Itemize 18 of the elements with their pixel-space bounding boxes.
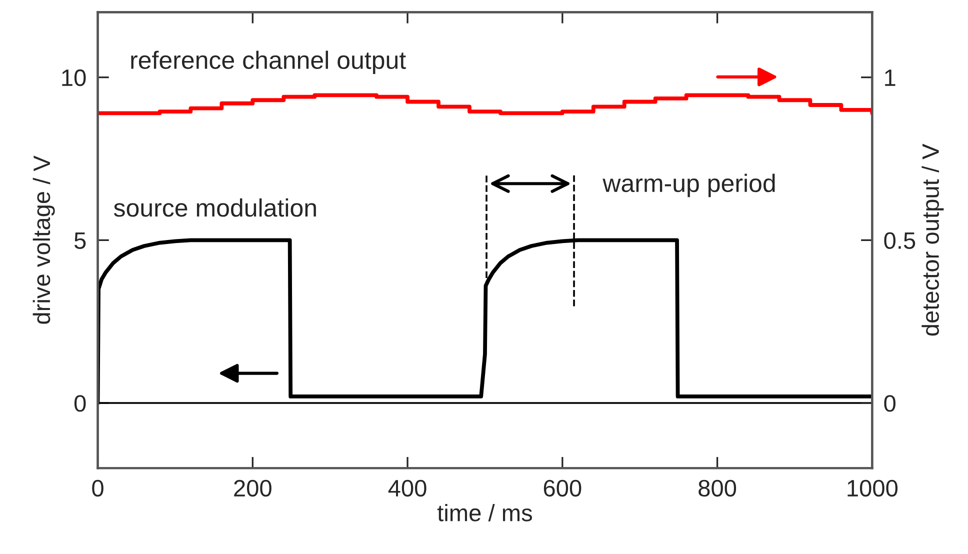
y-axis-title: drive voltage / V	[32, 156, 55, 324]
y2-tick-label: 1	[885, 70, 896, 86]
y-tick-label: 10	[62, 69, 86, 86]
y-tick-label: 5	[74, 232, 86, 249]
annotation: source modulation	[114, 198, 316, 217]
annotation: reference channel output	[131, 50, 406, 74]
y2-tick-label: 0	[884, 395, 896, 412]
annotation: warm-up period	[602, 174, 775, 198]
y2-axis-title: detector output / V	[922, 144, 944, 336]
y-tick-label: 0	[74, 395, 86, 412]
x-tick-label: 200	[234, 480, 272, 497]
x-tick-label: 0	[92, 480, 104, 497]
x-tick-label: 800	[698, 480, 736, 497]
x-tick-label: 400	[388, 480, 426, 497]
x-tick-label: 1000	[848, 480, 898, 497]
x-tick-label: 600	[544, 480, 582, 497]
x-axis-title: time / ms	[437, 504, 532, 522]
y2-tick-label: 0.5	[884, 232, 916, 249]
